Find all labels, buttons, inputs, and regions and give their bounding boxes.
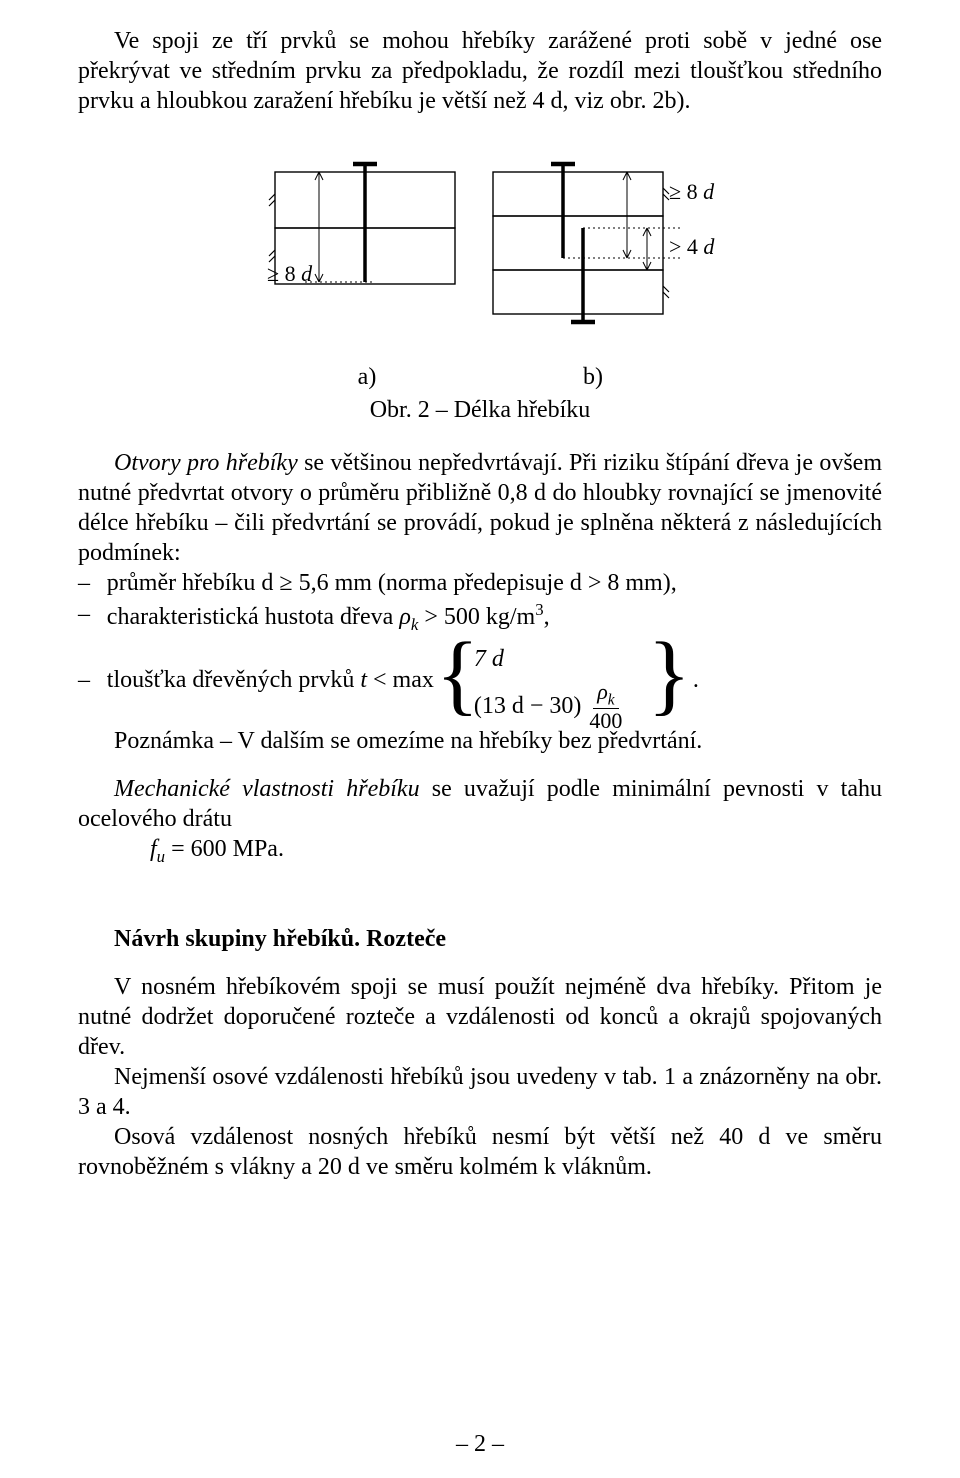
fu-line: fu = 600 MPa. [78, 834, 882, 868]
page: Ve spoji ze tří prvků se mohou hřebíky z… [0, 0, 960, 1478]
figure-2-caption: Obr. 2 – Délka hřebíku [245, 397, 715, 424]
section-heading: Návrh skupiny hřebíků. Rozteče [78, 924, 882, 954]
figure-label-a: a) [257, 364, 477, 391]
para2-lead: Otvory pro hřebíky [114, 450, 298, 476]
figure-label-b: b) [483, 364, 703, 391]
figure-2-svg: ≥ 8 d ≥ 8 d [245, 154, 715, 354]
condition-1: průměr hřebíku d ≥ 5,6 mm (norma předepi… [78, 568, 882, 599]
svg-text:≥ 8 d: ≥ 8 d [267, 261, 313, 286]
svg-text:≥ 8 d: ≥ 8 d [669, 179, 715, 204]
paragraph-6: Osová vzdálenost nosných hřebíků nesmí b… [78, 1122, 882, 1182]
condition-list: průměr hřebíku d ≥ 5,6 mm (norma předepi… [78, 568, 882, 726]
figure-2-labels: a) b) [245, 364, 715, 391]
paragraph-5: Nejmenší osové vzdálenosti hřebíků jsou … [78, 1062, 882, 1122]
paragraph-4: V nosném hřebíkovém spoji se musí použít… [78, 972, 882, 1062]
condition-3: tloušťka dřevěných prvků t < max { 7 d (… [78, 636, 882, 726]
figure-2: ≥ 8 d ≥ 8 d [245, 154, 715, 424]
condition-2: charakteristická hustota dřeva ρk > 500 … [78, 599, 882, 636]
svg-text:> 4 d: > 4 d [669, 234, 715, 259]
paragraph-2: Otvory pro hřebíky se většinou nepředvrt… [78, 448, 882, 568]
paragraph-1: Ve spoji ze tří prvků se mohou hřebíky z… [78, 26, 882, 116]
para3-lead: Mechanické vlastnosti hřebíku [114, 776, 420, 802]
page-number: – 2 – [0, 1431, 960, 1458]
formula-max: { 7 d (13 d − 30) ρk 400 } [436, 636, 691, 726]
paragraph-3: Mechanické vlastnosti hřebíku se uvažují… [78, 774, 882, 834]
